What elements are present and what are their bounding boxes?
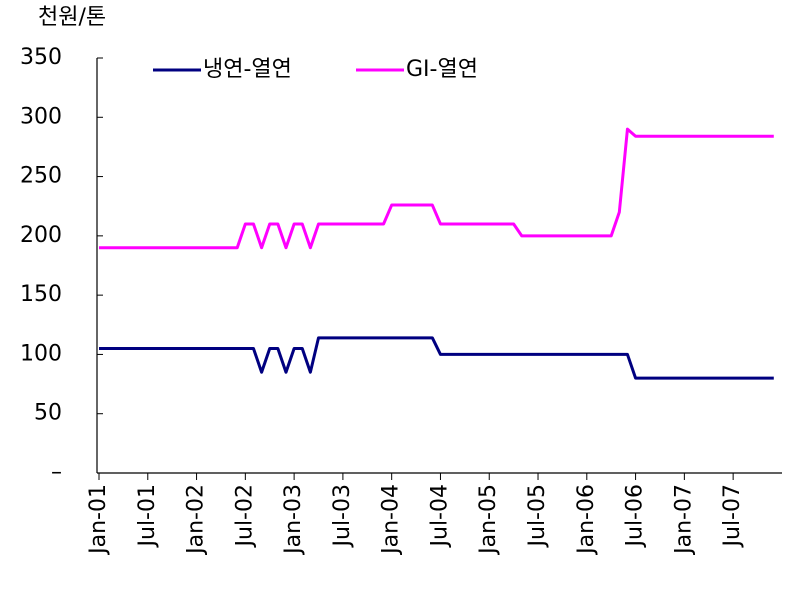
x-tick-label: Jul-01 (135, 484, 160, 548)
x-tick-label: Jan-04 (379, 484, 404, 556)
x-tick-label: Jul-07 (720, 484, 745, 548)
y-tick-label: 250 (20, 164, 62, 189)
y-tick-label: 300 (20, 104, 62, 129)
y-axis-label: 천원/톤 (38, 5, 106, 30)
x-tick-label: Jul-02 (232, 484, 257, 548)
x-tick-label: Jan-02 (184, 484, 209, 556)
y-tick-label: 350 (20, 45, 62, 70)
x-tick-label: Jul-05 (525, 484, 550, 548)
x-tick-label: Jul-03 (330, 484, 355, 548)
x-tick-label: Jul-06 (623, 484, 648, 548)
y-tick-label: 200 (20, 223, 62, 248)
y-tick-label: 150 (20, 282, 62, 307)
x-tick-label: Jan-06 (574, 484, 599, 556)
x-tick-label: Jan-03 (281, 484, 306, 556)
y-tick-label: 50 (34, 401, 62, 426)
x-tick-label: Jan-05 (476, 484, 501, 556)
y-tick-label: – (51, 460, 62, 485)
x-tick-label: Jan-07 (671, 484, 696, 556)
legend-label: GI-열연 (406, 57, 478, 82)
legend-label: 냉연-열연 (203, 57, 292, 82)
x-tick-label: Jan-01 (86, 484, 111, 556)
line (99, 336, 774, 380)
y-tick-label: 100 (20, 341, 62, 366)
x-tick-label: Jul-04 (427, 484, 452, 548)
line (99, 127, 774, 250)
